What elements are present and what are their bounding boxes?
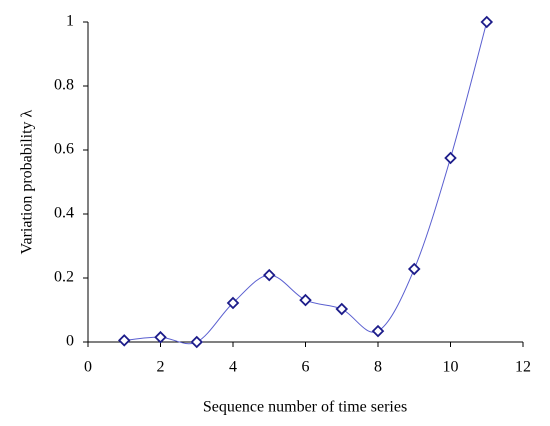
marker [407,262,421,276]
marker [480,15,494,29]
x-tick-label: 12 [515,359,531,376]
marker [117,334,131,347]
marker [444,151,457,165]
marker [335,302,349,316]
y-tick-label: 0 [66,333,74,350]
x-tick-label: 0 [84,359,92,376]
marker [190,335,204,349]
x-tick-label: 10 [443,359,459,376]
marker [154,330,167,344]
x-tick-label: 4 [229,359,237,376]
marker [299,293,312,307]
y-tick-label: 0.4 [54,205,74,222]
marker [226,296,240,310]
y-tick-label: 0.2 [54,269,74,286]
x-tick-label: 8 [374,359,382,376]
y-tick-label: 0.8 [54,77,74,94]
x-axis-label: Sequence number of time series [203,399,407,416]
y-tick-label: 0.6 [54,141,74,158]
x-tick-label: 6 [302,359,310,376]
marker [262,268,276,282]
x-tick-label: 2 [157,359,165,376]
y-tick-label: 1 [66,13,74,30]
marker [371,324,385,338]
y-axis-label: Variation probability λ [19,109,36,254]
